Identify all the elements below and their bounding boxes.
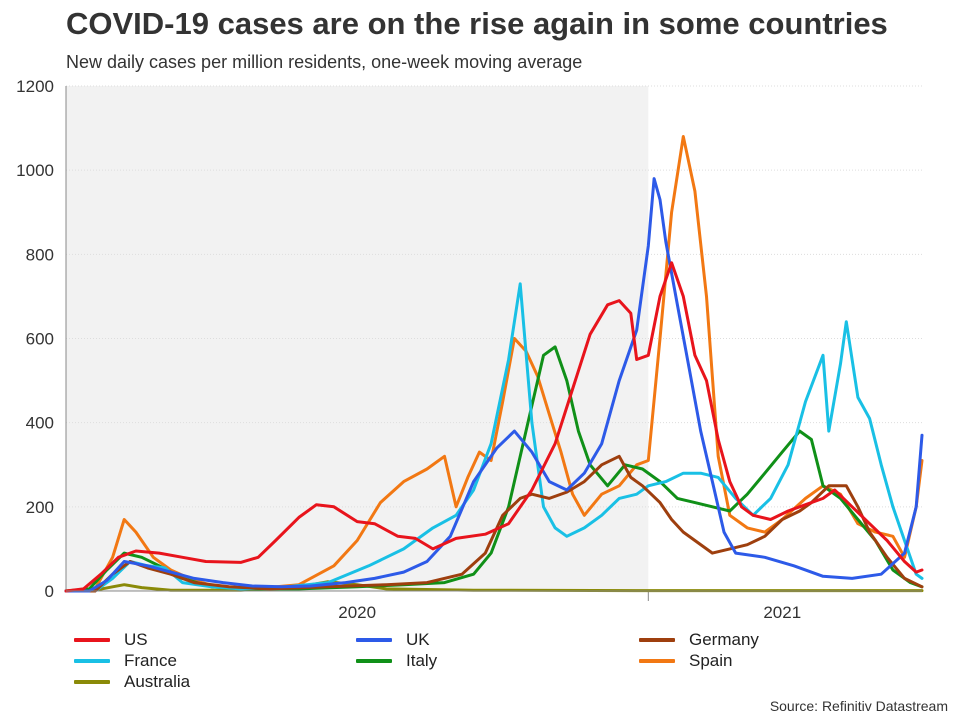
legend-swatch (639, 659, 675, 663)
legend-label: Spain (689, 651, 733, 670)
y-tick-label: 1200 (16, 77, 54, 96)
source-note: Source: Refinitiv Datastream (769, 698, 948, 714)
y-tick-label: 600 (26, 330, 54, 349)
legend-swatch (356, 638, 392, 642)
y-tick-label: 200 (26, 498, 54, 517)
chart-title: COVID-19 cases are on the rise again in … (66, 6, 888, 41)
y-tick-label: 0 (45, 582, 54, 601)
legend-label: France (124, 651, 177, 670)
legend-label: Italy (406, 651, 438, 670)
series-line-germany (64, 454, 924, 593)
x-tick-label: 2021 (763, 603, 801, 622)
legend-swatch (639, 638, 675, 642)
legend-item-uk: UK (356, 630, 430, 650)
y-tick-label: 800 (26, 245, 54, 264)
x-tick-label: 2020 (338, 603, 376, 622)
legend-swatch (74, 638, 110, 642)
legend-item-us: US (74, 630, 148, 650)
legend-label: US (124, 630, 148, 649)
y-tick-label: 1000 (16, 161, 54, 180)
legend-swatch (74, 680, 110, 684)
legend-item-france: France (74, 651, 177, 671)
legend-label: UK (406, 630, 430, 649)
y-tick-label: 400 (26, 414, 54, 433)
legend-item-germany: Germany (639, 630, 759, 650)
series-line-us (64, 261, 924, 593)
legend-item-italy: Italy (356, 651, 437, 671)
series-line-uk (64, 177, 924, 593)
legend-label: Australia (124, 672, 191, 691)
chart-subtitle: New daily cases per million residents, o… (66, 52, 583, 72)
legend-item-spain: Spain (639, 651, 732, 671)
legend-swatch (74, 659, 110, 663)
legend-label: Germany (689, 630, 759, 649)
legend-item-australia: Australia (74, 672, 190, 692)
legend-swatch (356, 659, 392, 663)
